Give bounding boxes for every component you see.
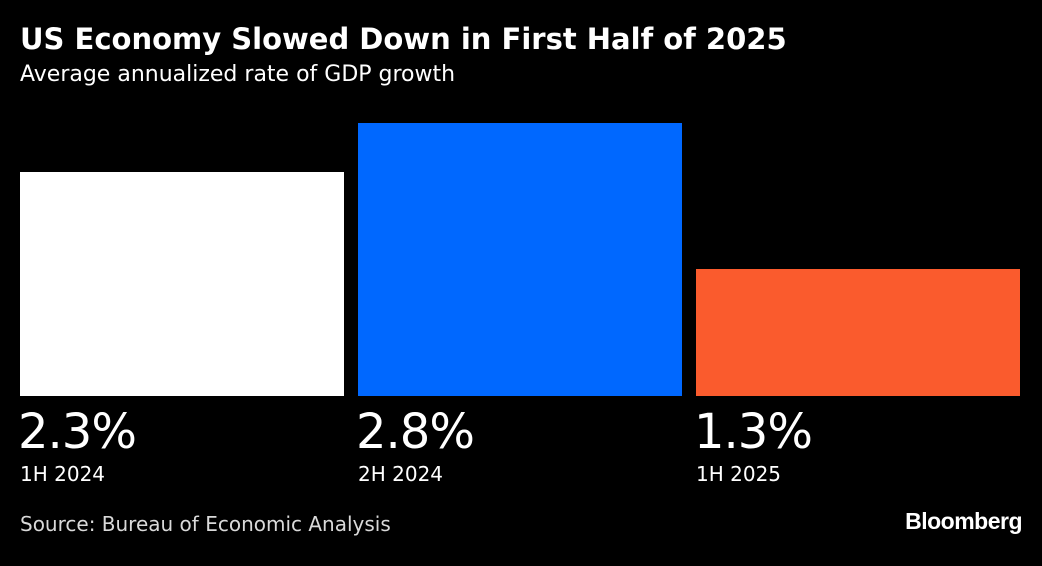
value-label-2: 2.8% [356, 404, 475, 460]
bar-1 [20, 172, 344, 396]
bloomberg-logo: Bloomberg [905, 508, 1022, 534]
bar-2 [358, 123, 682, 396]
chart-title: US Economy Slowed Down in First Half of … [20, 22, 787, 56]
category-label-2: 2H 2024 [358, 462, 444, 486]
category-label-1: 1H 2024 [20, 462, 106, 486]
value-label-1: 2.3% [18, 404, 137, 460]
value-label-3: 1.3% [694, 404, 813, 460]
bar-3 [696, 269, 1020, 396]
category-label-3: 1H 2025 [696, 462, 782, 486]
chart-subtitle: Average annualized rate of GDP growth [20, 62, 456, 87]
source-note: Source: Bureau of Economic Analysis [20, 512, 391, 536]
